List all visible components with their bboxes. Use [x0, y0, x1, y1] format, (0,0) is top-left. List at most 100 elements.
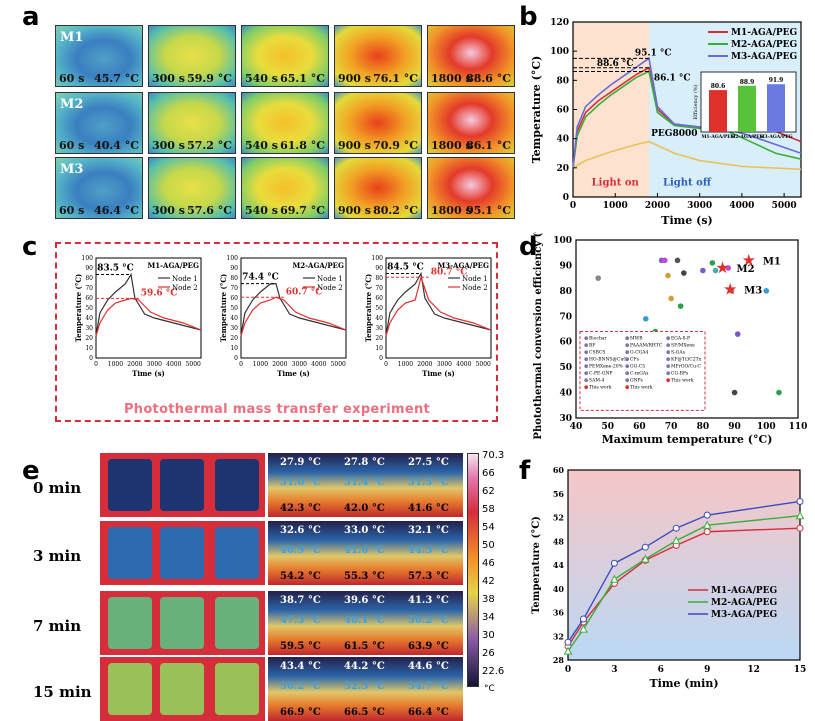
- temperature-label: 48.1 °C: [344, 615, 385, 626]
- y-tick-label: 60: [559, 338, 572, 348]
- y-axis-label: Temperature (°C): [219, 274, 228, 342]
- legend-label: PEMXene-20%: [589, 364, 624, 370]
- sample-block: [215, 597, 259, 649]
- x-tick-label: 6: [658, 665, 664, 675]
- scatter-point: [681, 270, 687, 276]
- legend-marker: ●: [584, 343, 589, 349]
- y-tick-label: 100: [227, 255, 239, 262]
- panel-c-frame: [55, 242, 498, 422]
- legend-label: Node 2: [317, 284, 343, 292]
- legend-label: Node 1: [462, 275, 488, 283]
- sample-block: [215, 527, 259, 579]
- time-label: 900 s: [338, 72, 371, 85]
- y-tick-label: 48: [553, 536, 565, 546]
- thermal-image-right: 32.6 °C 33.0 °C 32.1 °C 40.9 °C 41.6 °C 44.3 …: [268, 521, 463, 585]
- data-point: [579, 615, 587, 623]
- time-label: 60 s: [59, 139, 85, 152]
- thermal-image-cell: 900 s 76.1 °C: [334, 25, 422, 87]
- colorbar-tick-label: 38: [482, 594, 495, 605]
- colorbar-tick-label: 30: [482, 630, 495, 641]
- legend-label: M2-AGA/PEG: [711, 598, 777, 608]
- time-row-label: 15 min: [33, 683, 92, 701]
- y-tick-label: 100: [550, 47, 569, 57]
- inset-bar: [738, 85, 756, 132]
- colorbar-tick-label: 62: [482, 486, 495, 497]
- thermal-image-cell: 300 s 57.2 °C: [148, 92, 236, 154]
- y-tick-label: 44: [553, 560, 565, 570]
- colorbar: [467, 453, 479, 687]
- y-tick-label: 30: [230, 325, 238, 332]
- colorbar-tick-label: 50: [482, 540, 495, 551]
- time-label: 300 s: [152, 139, 185, 152]
- this-work-star: ★: [742, 251, 756, 270]
- y-tick-label: 80: [556, 76, 569, 86]
- panel-label-a: a: [22, 2, 40, 32]
- y-tick-label: 52: [553, 513, 564, 523]
- thermal-image-cell: 1800 s 88.6 °C: [427, 25, 515, 87]
- temperature-label: 52.3 °C: [344, 681, 385, 692]
- legend-label: Node 1: [172, 275, 198, 283]
- temperature-label: 66.9 °C: [280, 707, 321, 718]
- peak-label: 74.4 °C: [242, 273, 279, 283]
- legend-label: Biochar: [589, 336, 608, 342]
- y-tick-label: 36: [553, 608, 565, 618]
- temperature-label: 55.3 °C: [344, 571, 385, 582]
- temperature-label: 95.1 °C: [466, 204, 511, 217]
- x-tick-label: 4000: [311, 361, 326, 368]
- temperature-label: 44.6 °C: [408, 661, 449, 672]
- legend-marker: ●: [625, 350, 630, 356]
- legend-label: KF@Ti3C2Tx: [671, 356, 702, 363]
- x-tick-label: 3000: [437, 361, 452, 368]
- temperature-label: 63.9 °C: [408, 641, 449, 652]
- temperature-label: 47.3 °C: [280, 615, 321, 626]
- legend-marker: ●: [666, 378, 671, 384]
- data-point: [795, 511, 805, 520]
- temperature-label: 46.4 °C: [94, 204, 139, 217]
- time-label: 540 s: [245, 204, 278, 217]
- data-point: [563, 646, 573, 655]
- y-tick-label: 80: [85, 275, 93, 282]
- x-tick-label: 3000: [687, 201, 712, 211]
- annotation: PEG8000: [651, 129, 697, 139]
- temperature-label: 33.0 °C: [344, 525, 385, 536]
- x-axis-label: Time (s): [277, 369, 310, 378]
- x-tick-label: 110: [789, 422, 808, 432]
- thermal-image-left: [100, 657, 265, 721]
- temperature-label: 38.7 °C: [280, 595, 321, 606]
- sample-block: [215, 459, 259, 511]
- y-tick-label: 100: [82, 255, 94, 262]
- temperature-label: 66.5 °C: [344, 707, 385, 718]
- temperature-label: 54.7 °C: [408, 681, 449, 692]
- temperature-label: 70.9 °C: [373, 139, 418, 152]
- time-label: 540 s: [245, 139, 278, 152]
- panel-c-title: Photothermal mass transfer experiment: [123, 402, 431, 417]
- legend-label: This work: [630, 385, 653, 391]
- legend-label: PAAAM/RHTC: [630, 343, 663, 349]
- legend-label: C-PE-GNP: [589, 371, 612, 377]
- thermal-image-cell: 1800 s 86.1 °C: [427, 92, 515, 154]
- panel-label-b: b: [519, 2, 538, 32]
- x-tick-label: 40: [570, 422, 583, 432]
- data-point: [672, 524, 680, 532]
- node1-line: [240, 282, 347, 337]
- thermal-image-right: 43.4 °C 44.2 °C 44.6 °C 50.2 °C 52.3 °C 54.7 …: [268, 657, 463, 721]
- this-work-label: M3: [744, 285, 762, 296]
- scatter-point: [731, 389, 738, 396]
- y-tick-label: 40: [375, 315, 383, 322]
- thermal-image-cell: 900 s 80.2 °C: [334, 157, 422, 219]
- time-label: 900 s: [338, 139, 371, 152]
- legend-marker: ●: [584, 385, 589, 391]
- time-label: 1800 s: [431, 204, 472, 217]
- x-tick-label: 70: [665, 422, 678, 432]
- legend-label: M2-AGA/PEG: [731, 40, 797, 50]
- y-tick-label: 100: [553, 236, 572, 246]
- scatter-point: [712, 267, 719, 274]
- time-label: 540 s: [245, 72, 278, 85]
- thermal-image-left: [100, 591, 265, 655]
- x-tick-label: 2000: [645, 201, 670, 211]
- legend-label: BF: [589, 343, 595, 349]
- subplot-title: M2-AGA/PEG: [293, 261, 345, 270]
- y-tick-label: 90: [85, 265, 93, 272]
- temperature-label: 41.6 °C: [344, 545, 385, 556]
- y-tick-label: 40: [556, 135, 569, 145]
